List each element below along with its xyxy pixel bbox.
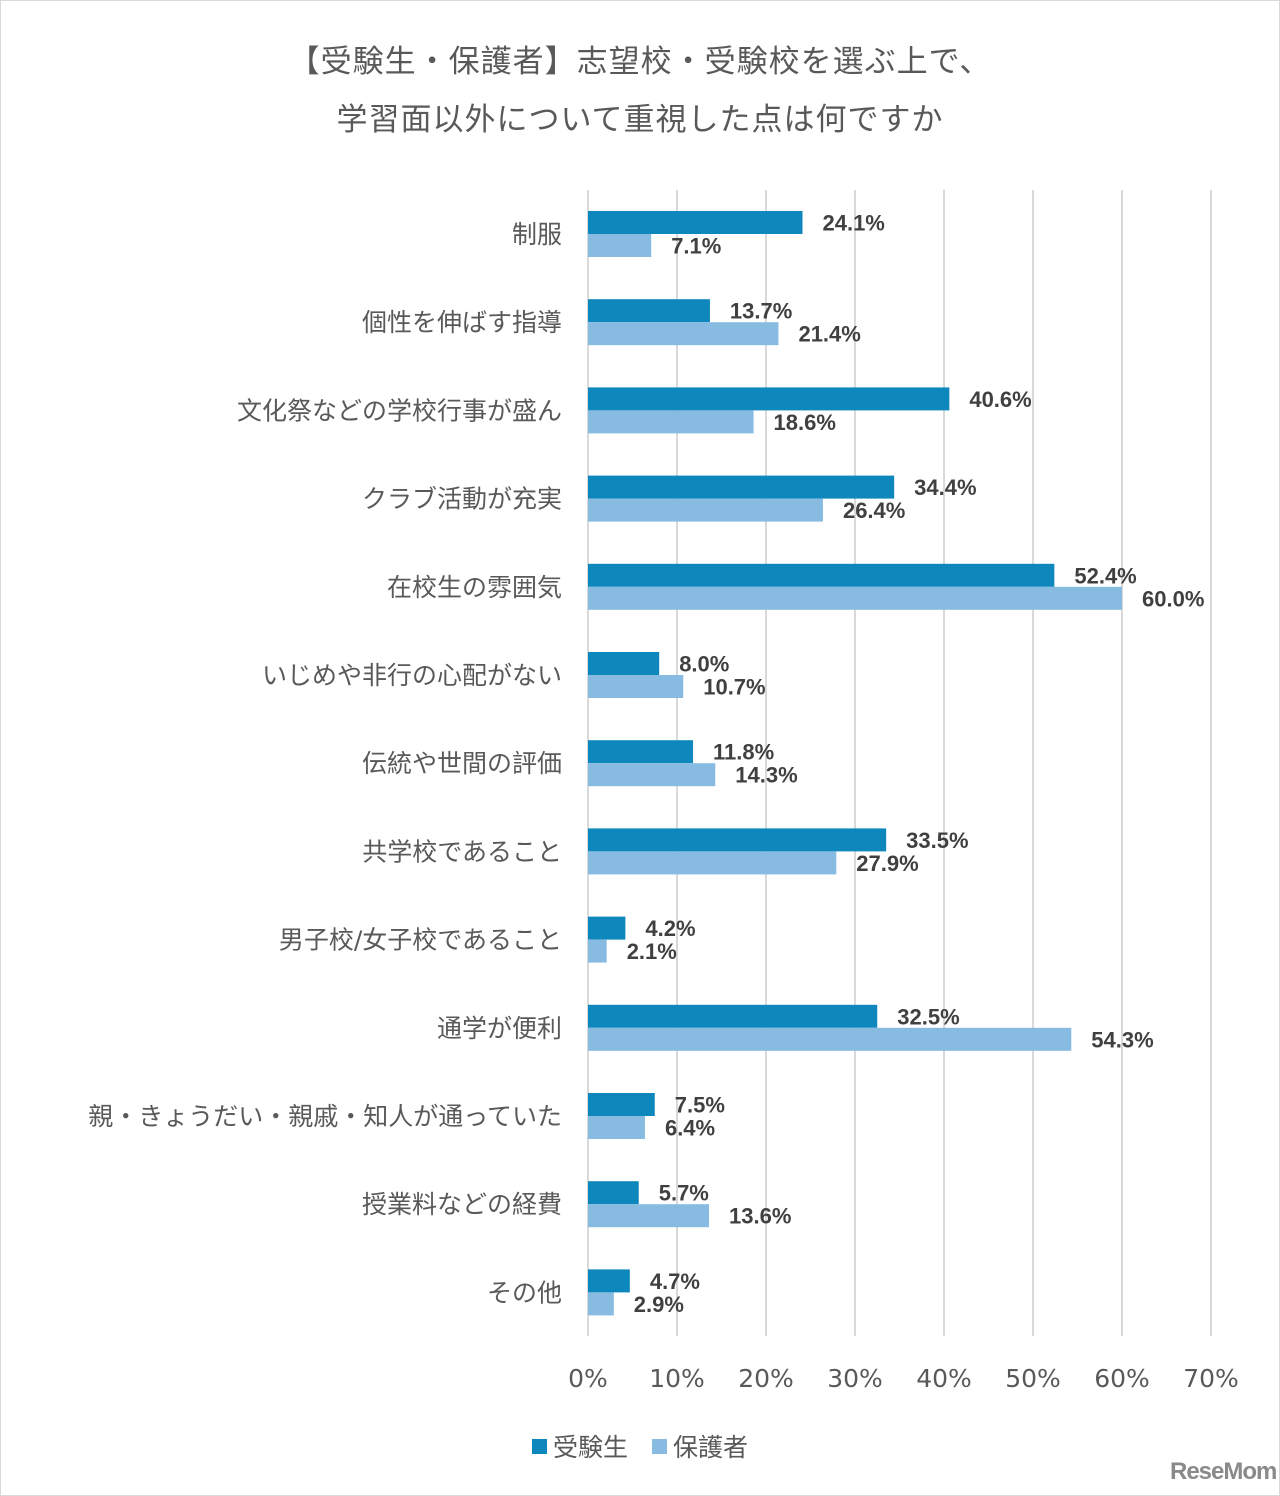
legend-label: 保護者	[673, 1433, 749, 1462]
category-label: いじめや非行の心配がない	[262, 661, 562, 690]
category-label: クラブ活動が充実	[362, 485, 562, 514]
data-label: 10.7%	[703, 675, 765, 700]
data-label: 26.4%	[843, 498, 905, 523]
data-label: 13.7%	[730, 299, 792, 324]
bar-series-2	[588, 322, 779, 346]
category-label: 通学が便利	[437, 1014, 562, 1043]
bar-series-1	[588, 475, 895, 499]
legend-item-series-1: 受験生	[531, 1428, 628, 1464]
category-label: 制服	[512, 220, 562, 249]
data-label: 11.8%	[713, 740, 774, 765]
category-label: 文化祭などの学校行事が盛ん	[237, 396, 562, 425]
bar-series-2	[588, 586, 1122, 610]
data-label: 32.5%	[897, 1004, 959, 1029]
bar-series-1	[588, 1004, 878, 1028]
data-label: 60.0%	[1142, 586, 1204, 611]
category-label: 在校生の雰囲気	[387, 573, 562, 602]
bar-series-1	[588, 1181, 639, 1205]
bar-series-1	[588, 563, 1055, 587]
data-label: 27.9%	[856, 851, 918, 876]
data-label: 14.3%	[735, 763, 797, 788]
bar-series-2	[588, 498, 823, 522]
x-tick-label: 30%	[827, 1364, 883, 1393]
legend: 受験生 保護者	[0, 1428, 1280, 1464]
data-label: 7.5%	[675, 1093, 725, 1118]
category-label: 個性を伸ばす指導	[362, 308, 562, 337]
legend-swatch	[531, 1438, 547, 1454]
bar-series-2	[588, 1204, 710, 1228]
bar-series-2	[588, 1116, 645, 1139]
x-tick-label: 60%	[1094, 1364, 1150, 1393]
data-label: 33.5%	[906, 828, 968, 853]
bar-series-2	[588, 234, 652, 257]
data-label: 34.4%	[914, 475, 976, 500]
legend-swatch	[652, 1438, 667, 1454]
x-tick-label: 70%	[1183, 1364, 1239, 1393]
category-label: 共学校であること	[362, 837, 562, 866]
data-label: 5.7%	[659, 1181, 709, 1206]
category-label: その他	[487, 1278, 562, 1307]
data-label: 4.7%	[650, 1269, 700, 1294]
bar-series-1	[588, 652, 660, 675]
data-label: 24.1%	[822, 211, 884, 236]
legend-label: 受験生	[552, 1433, 628, 1462]
resemom-logo: ReseMom	[1170, 1458, 1277, 1485]
data-label: 8.0%	[679, 652, 729, 677]
bar-series-1	[588, 1093, 655, 1116]
bar-series-1	[588, 740, 694, 764]
x-tick-label: 10%	[649, 1364, 705, 1393]
bar-series-2	[588, 939, 607, 963]
data-label: 2.9%	[634, 1292, 684, 1317]
bar-series-1	[588, 299, 710, 323]
bar-series-2	[588, 1292, 614, 1316]
bar-series-2	[588, 675, 684, 698]
bar-series-1	[588, 916, 626, 940]
bar-series-2	[588, 763, 716, 787]
bar-series-2	[588, 851, 837, 875]
bar-series-1	[588, 1269, 630, 1293]
data-label: 7.1%	[671, 234, 721, 259]
category-label: 授業料などの経費	[362, 1190, 562, 1219]
data-label: 4.2%	[645, 916, 695, 941]
bar-series-2	[588, 1027, 1072, 1051]
bar-series-1	[588, 387, 950, 411]
category-label: 伝統や世間の評価	[362, 749, 562, 778]
x-tick-label: 20%	[738, 1364, 794, 1393]
data-label: 52.4%	[1074, 563, 1136, 588]
bar-series-1	[588, 211, 803, 234]
legend-item-series-2: 保護者	[652, 1428, 748, 1464]
data-label: 13.6%	[729, 1204, 791, 1229]
data-label: 54.3%	[1091, 1027, 1153, 1052]
data-label: 18.6%	[774, 410, 836, 435]
bar-series-1	[588, 828, 887, 852]
x-tick-label: 40%	[916, 1364, 972, 1393]
data-label: 6.4%	[665, 1116, 715, 1141]
chart-title-line-2: 学習面以外について重視した点は何ですか	[336, 102, 944, 138]
category-label: 男子校/女子校であること	[279, 926, 562, 955]
data-label: 40.6%	[969, 387, 1031, 412]
x-tick-label: 0%	[568, 1364, 608, 1393]
category-label: 親・きょうだい・親戚・知人が通っていた	[88, 1102, 562, 1131]
bar-series-2	[588, 410, 754, 434]
x-tick-label: 50%	[1005, 1364, 1061, 1393]
data-label: 2.1%	[627, 939, 677, 964]
data-label: 21.4%	[798, 322, 860, 347]
chart-title-line-1: 【受験生・保護者】志望校・受験校を選ぶ上で、	[288, 44, 992, 80]
